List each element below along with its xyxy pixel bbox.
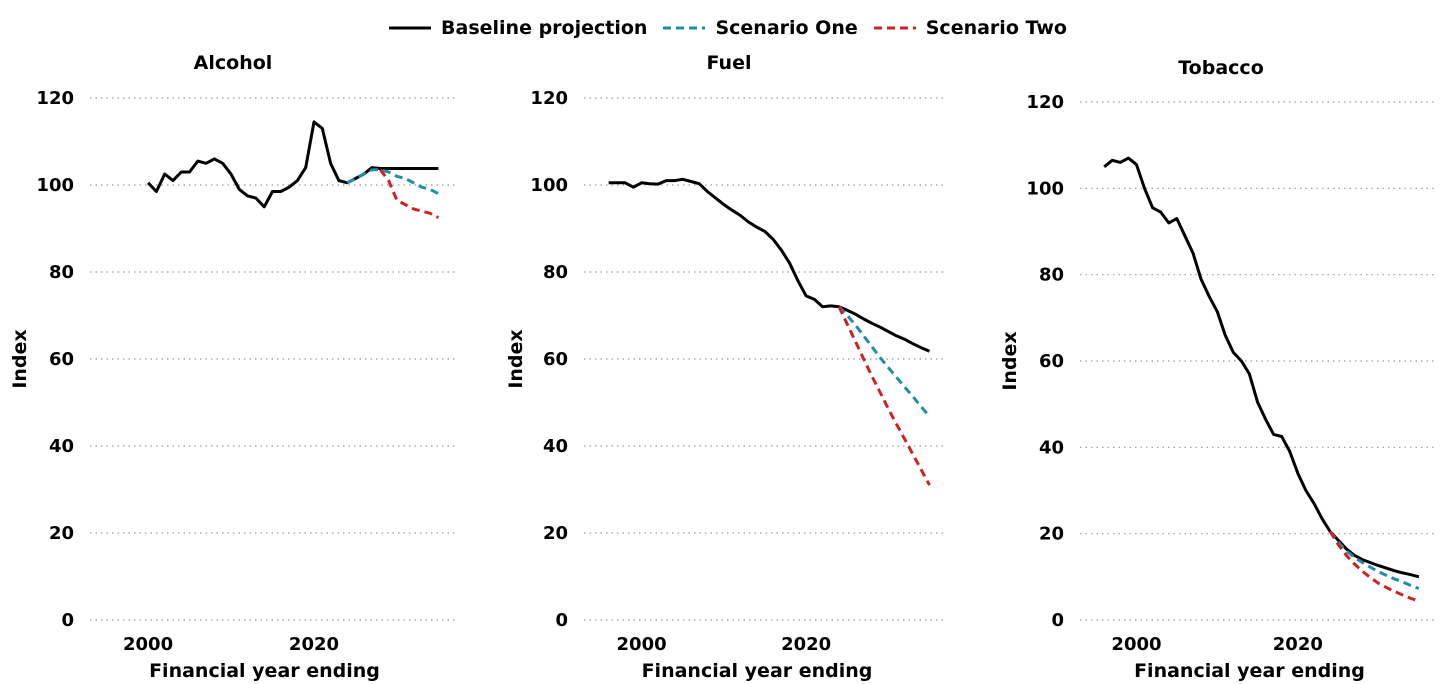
y-axis-label: Index: [9, 329, 31, 388]
series-line-scenario-two: [1328, 530, 1420, 603]
series-line-scenario-two: [837, 306, 931, 486]
panel-title: Alcohol: [194, 52, 273, 74]
legend-swatch: [389, 26, 432, 30]
y-tick-label: 120: [530, 88, 568, 109]
legend-item-scenario-two: Scenario Two: [872, 17, 1067, 39]
x-tick-label: 2000: [123, 634, 173, 655]
y-axis-label: Index: [999, 331, 1021, 390]
legend-swatch: [873, 26, 916, 30]
panel-title: Tobacco: [1178, 57, 1264, 79]
y-axis-label: Index: [505, 329, 527, 388]
y-tick-label: 80: [49, 262, 74, 283]
legend-item-scenario-one: Scenario One: [661, 17, 858, 39]
y-tick-label: 120: [1026, 92, 1064, 113]
y-tick-label: 40: [49, 436, 74, 457]
y-tick-label: 60: [1039, 351, 1064, 372]
series-line-baseline-projection: [608, 177, 931, 353]
x-axis-label: Financial year ending: [642, 660, 873, 682]
y-tick-label: 100: [36, 175, 74, 196]
x-axis-label: Financial year ending: [1134, 660, 1365, 682]
legend-swatch: [663, 26, 706, 30]
series-line-scenario-two: [379, 168, 440, 219]
y-tick-label: 80: [1039, 265, 1064, 286]
chart-tobacco: 0 20 40 60 80 100 120 2000 2020 Tobacco Financial …: [999, 57, 1435, 682]
x-tick-label: 2020: [1273, 634, 1323, 655]
y-tick-label: 80: [543, 262, 568, 283]
y-tick-label: 120: [36, 88, 74, 109]
y-tick-label: 20: [543, 523, 568, 544]
series-line-scenario-one: [1328, 530, 1420, 590]
x-axis-label: Financial year ending: [149, 660, 380, 682]
y-tick-label: 40: [1039, 437, 1064, 458]
x-tick-label: 2000: [1111, 634, 1161, 655]
y-tick-label: 20: [49, 523, 74, 544]
y-tick-label: 0: [61, 610, 74, 631]
y-tick-label: 0: [1051, 610, 1064, 631]
y-tick-label: 100: [1026, 178, 1064, 199]
y-tick-label: 60: [49, 349, 74, 370]
legend-label: Scenario One: [715, 17, 858, 39]
x-tick-label: 2000: [617, 634, 667, 655]
panel-title: Fuel: [707, 52, 752, 74]
legend-item-baseline-projection: Baseline projection: [387, 17, 647, 39]
series-line-scenario-one: [346, 168, 440, 196]
y-tick-label: 60: [543, 349, 568, 370]
y-tick-label: 20: [1039, 524, 1064, 545]
series-line-baseline-projection: [147, 120, 439, 209]
series-line-baseline-projection: [1103, 156, 1420, 579]
legend-label: Scenario Two: [925, 17, 1067, 39]
legend: Baseline projection Scenario One Scenario …: [0, 12, 1454, 44]
y-tick-label: 100: [530, 175, 568, 196]
chart-fuel: 0 20 40 60 80 100 120 2000 2020 Fuel Financial yea…: [505, 52, 946, 682]
series-line-scenario-one: [837, 305, 931, 418]
y-tick-label: 40: [543, 436, 568, 457]
x-tick-label: 2020: [289, 634, 339, 655]
x-tick-label: 2020: [781, 634, 831, 655]
y-tick-label: 0: [555, 610, 568, 631]
chart-alcohol: 0 20 40 60 80 100 120 2000 2020 Alcohol Financial …: [9, 52, 455, 682]
legend-label: Baseline projection: [441, 17, 648, 39]
